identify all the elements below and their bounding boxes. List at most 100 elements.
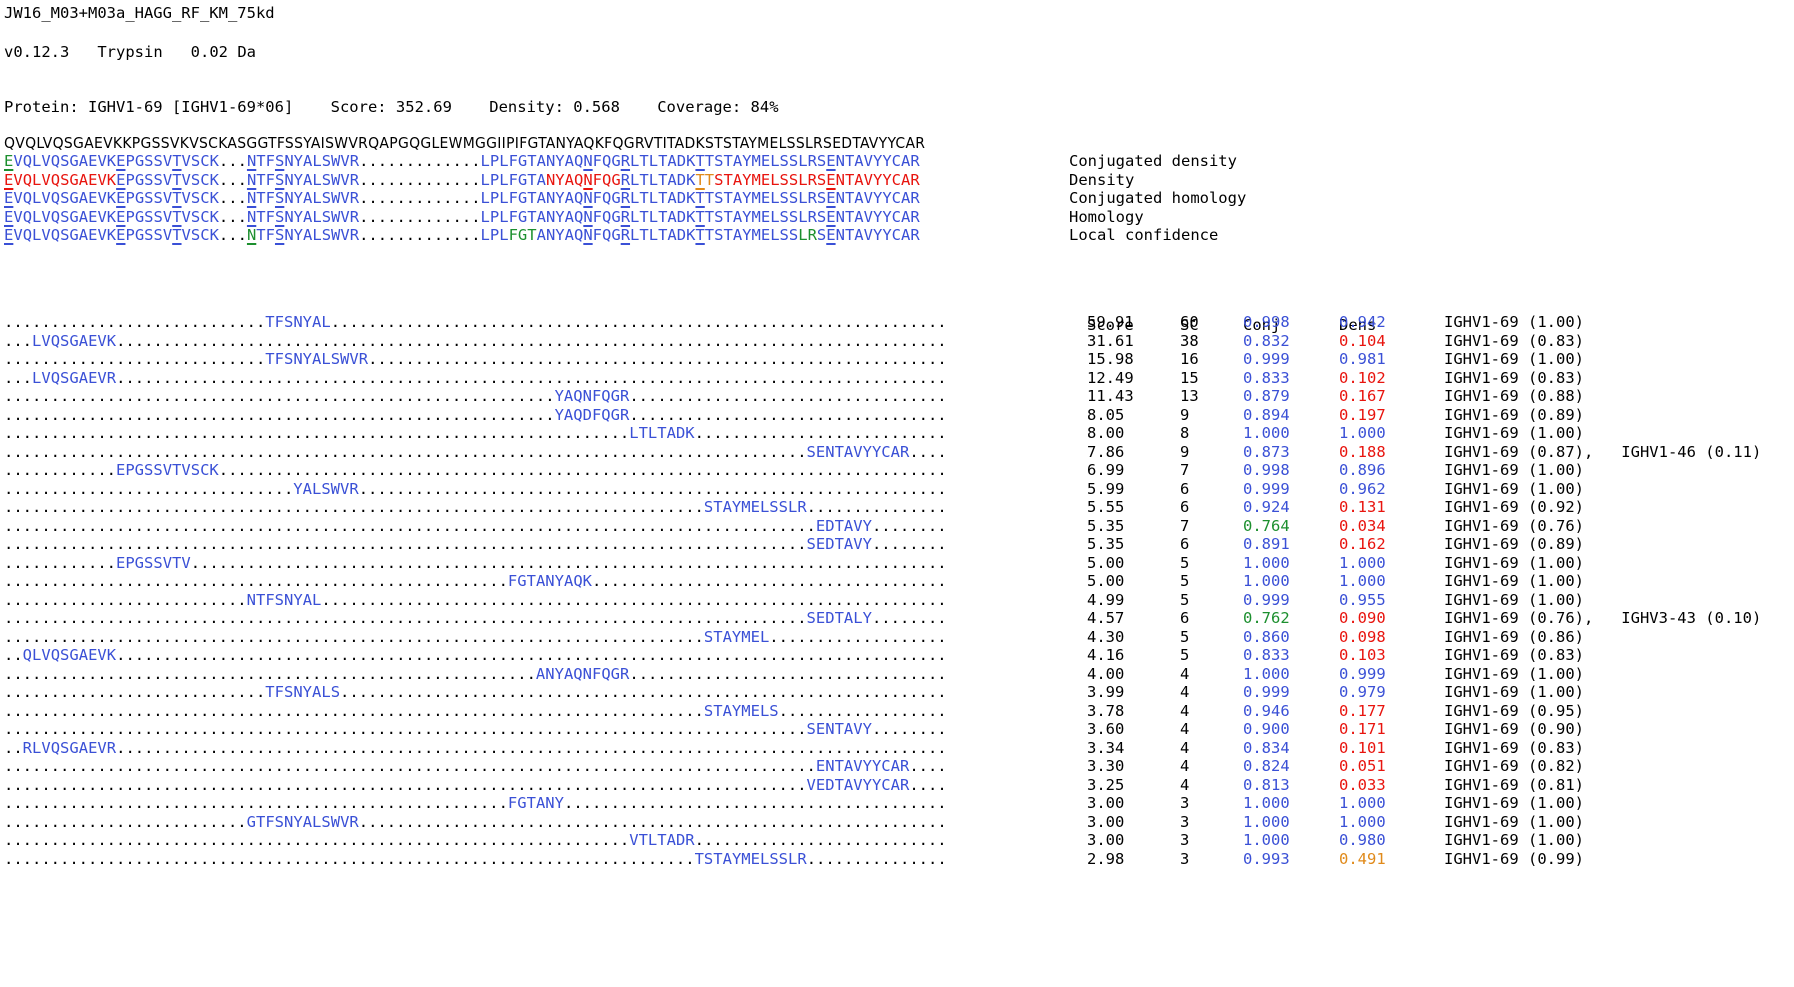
score-cell: 5.99 xyxy=(1087,479,1125,498)
sc-cell: 13 xyxy=(1180,387,1199,405)
dens-cell: 0.188 xyxy=(1339,442,1386,461)
track-label-homology: Homology xyxy=(1069,208,1144,226)
peptide-sequence: ............EPGSSVTVSCK.................… xyxy=(4,461,947,479)
peptide-sequence: ............................TFSNYALSWVR.… xyxy=(4,350,947,368)
sc-cell: 8 xyxy=(1180,424,1190,442)
sc-cell: 15 xyxy=(1180,368,1199,387)
protein-assignment-cell: IGHV1-69 (1.00) xyxy=(1444,831,1584,849)
dens-cell: 0.098 xyxy=(1339,627,1386,646)
conj-cell: 0.900 xyxy=(1243,720,1290,738)
conj-cell: 0.999 xyxy=(1243,590,1290,609)
sc-cell: 4 xyxy=(1180,664,1190,683)
track-label-conjugated-density: Conjugated density xyxy=(1069,152,1237,170)
sc-cell: 7 xyxy=(1180,461,1190,479)
score-cell: 3.00 xyxy=(1087,831,1125,849)
protein-assignment-cell: IGHV1-69 (1.00) xyxy=(1444,350,1584,368)
sc-cell: 4 xyxy=(1180,701,1190,720)
dens-cell: 0.896 xyxy=(1339,461,1386,479)
peptide-sequence: ........................................… xyxy=(4,794,947,812)
score-cell: 2.98 xyxy=(1087,849,1125,868)
score-cell: 5.00 xyxy=(1087,572,1125,590)
peptide-sequence: ..QLVQSGAEVK............................… xyxy=(4,646,947,664)
sc-cell: 4 xyxy=(1180,720,1190,738)
protein-assignment-cell: IGHV1-69 (0.83) xyxy=(1444,331,1584,350)
protein-assignment-cell: IGHV1-69 (1.00) xyxy=(1444,664,1584,683)
dens-cell: 0.981 xyxy=(1339,350,1386,368)
peptide-sequence: ........................................… xyxy=(4,664,947,683)
protein-assignment-cell: IGHV1-69 (1.00) xyxy=(1444,683,1584,701)
dens-cell: 0.131 xyxy=(1339,498,1386,516)
dens-cell: 0.103 xyxy=(1339,646,1386,664)
score-cell: 3.25 xyxy=(1087,775,1125,794)
conj-cell: 0.891 xyxy=(1243,535,1290,553)
protein-assignment-cell: IGHV1-69 (0.76), IGHV3-43 (0.10) xyxy=(1444,609,1762,627)
score-cell: 8.00 xyxy=(1087,424,1125,442)
peptide-sequence: ........................................… xyxy=(4,387,947,405)
protein-assignment-cell: IGHV1-69 (0.90) xyxy=(1444,720,1584,738)
dens-cell: 0.962 xyxy=(1339,479,1386,498)
dens-cell: 0.162 xyxy=(1339,535,1386,553)
conj-cell: 1.000 xyxy=(1243,812,1290,831)
score-cell: 4.00 xyxy=(1087,664,1125,683)
sc-cell: 7 xyxy=(1180,516,1190,535)
protein-assignment-cell: IGHV1-69 (0.82) xyxy=(1444,757,1584,775)
peptide-sequence: ........................................… xyxy=(4,720,947,738)
dens-cell: 1.000 xyxy=(1339,812,1386,831)
score-cell: 6.99 xyxy=(1087,461,1125,479)
reference-sequence: QVQLVQSGAEVKKPGSSVKVSCKASGGTFSSYAISWVRQA… xyxy=(4,134,926,152)
sc-cell: 6 xyxy=(1180,498,1190,516)
dens-cell: 1.000 xyxy=(1339,572,1386,590)
sc-cell: 4 xyxy=(1180,775,1190,794)
dens-cell: 0.090 xyxy=(1339,609,1386,627)
conj-cell: 0.813 xyxy=(1243,775,1290,794)
conj-cell: 0.999 xyxy=(1243,683,1290,701)
conj-cell: 0.894 xyxy=(1243,405,1290,424)
protein-assignment-cell: IGHV1-69 (0.92) xyxy=(1444,498,1584,516)
peptide-sequence: ...LVQSGAEVR............................… xyxy=(4,368,947,387)
track-conjugated-density-sequence: EVQLVQSGAEVKEPGSSVTVSCK...NTFSNYALSWVR..… xyxy=(4,152,920,170)
score-cell: 5.35 xyxy=(1087,516,1125,535)
column-header-sc: SC xyxy=(1180,316,1199,334)
protein-assignment-cell: IGHV1-69 (1.00) xyxy=(1444,479,1584,498)
track-density-sequence: EVQLVQSGAEVKEPGSSVTVSCK...NTFSNYALSWVR..… xyxy=(4,171,920,189)
track-label-conjugated-homology: Conjugated homology xyxy=(1069,189,1247,207)
protein-assignment-cell: IGHV1-69 (0.83) xyxy=(1444,738,1584,757)
dens-cell: 0.034 xyxy=(1339,516,1386,535)
sc-cell: 60 xyxy=(1180,313,1199,331)
dens-cell: 0.491 xyxy=(1339,849,1386,868)
conj-cell: 0.999 xyxy=(1243,350,1290,368)
score-cell: 5.00 xyxy=(1087,553,1125,572)
protein-assignment-cell: IGHV1-69 (1.00) xyxy=(1444,461,1584,479)
dens-cell: 0.051 xyxy=(1339,757,1386,775)
dens-cell: 0.102 xyxy=(1339,368,1386,387)
score-cell: 4.99 xyxy=(1087,590,1125,609)
sample-title: JW16_M03+M03a_HAGG_RF_KM_75kd xyxy=(4,4,275,22)
sc-cell: 6 xyxy=(1180,609,1190,627)
dens-cell: 0.177 xyxy=(1339,701,1386,720)
score-cell: 15.98 xyxy=(1087,350,1134,368)
peptide-sequence: ........................................… xyxy=(4,775,947,794)
protein-assignment-cell: IGHV1-69 (1.00) xyxy=(1444,424,1584,442)
protein-assignment-cell: IGHV1-69 (0.83) xyxy=(1444,368,1584,387)
sc-cell: 38 xyxy=(1180,331,1199,350)
sc-cell: 5 xyxy=(1180,572,1190,590)
conj-cell: 0.832 xyxy=(1243,331,1290,350)
protein-assignment-cell: IGHV1-69 (0.81) xyxy=(1444,775,1584,794)
dens-cell: 0.167 xyxy=(1339,387,1386,405)
protein-assignment-cell: IGHV1-69 (1.00) xyxy=(1444,553,1584,572)
run-info: v0.12.3 Trypsin 0.02 Da xyxy=(4,43,256,61)
dens-cell: 0.104 xyxy=(1339,331,1386,350)
sc-cell: 5 xyxy=(1180,627,1190,646)
column-header-conj: Conj xyxy=(1243,316,1281,334)
score-cell: 4.57 xyxy=(1087,609,1125,627)
dens-cell: 0.999 xyxy=(1339,664,1386,683)
peptide-sequence: ........................................… xyxy=(4,535,947,553)
score-cell: 59.91 xyxy=(1087,313,1134,331)
score-cell: 12.49 xyxy=(1087,368,1134,387)
protein-assignment-cell: IGHV1-69 (0.95) xyxy=(1444,701,1584,720)
protein-assignment-cell: IGHV1-69 (1.00) xyxy=(1444,590,1584,609)
peptide-sequence: ........................................… xyxy=(4,498,947,516)
score-cell: 5.35 xyxy=(1087,535,1125,553)
protein-assignment-cell: IGHV1-69 (0.83) xyxy=(1444,646,1584,664)
sc-cell: 5 xyxy=(1180,553,1190,572)
